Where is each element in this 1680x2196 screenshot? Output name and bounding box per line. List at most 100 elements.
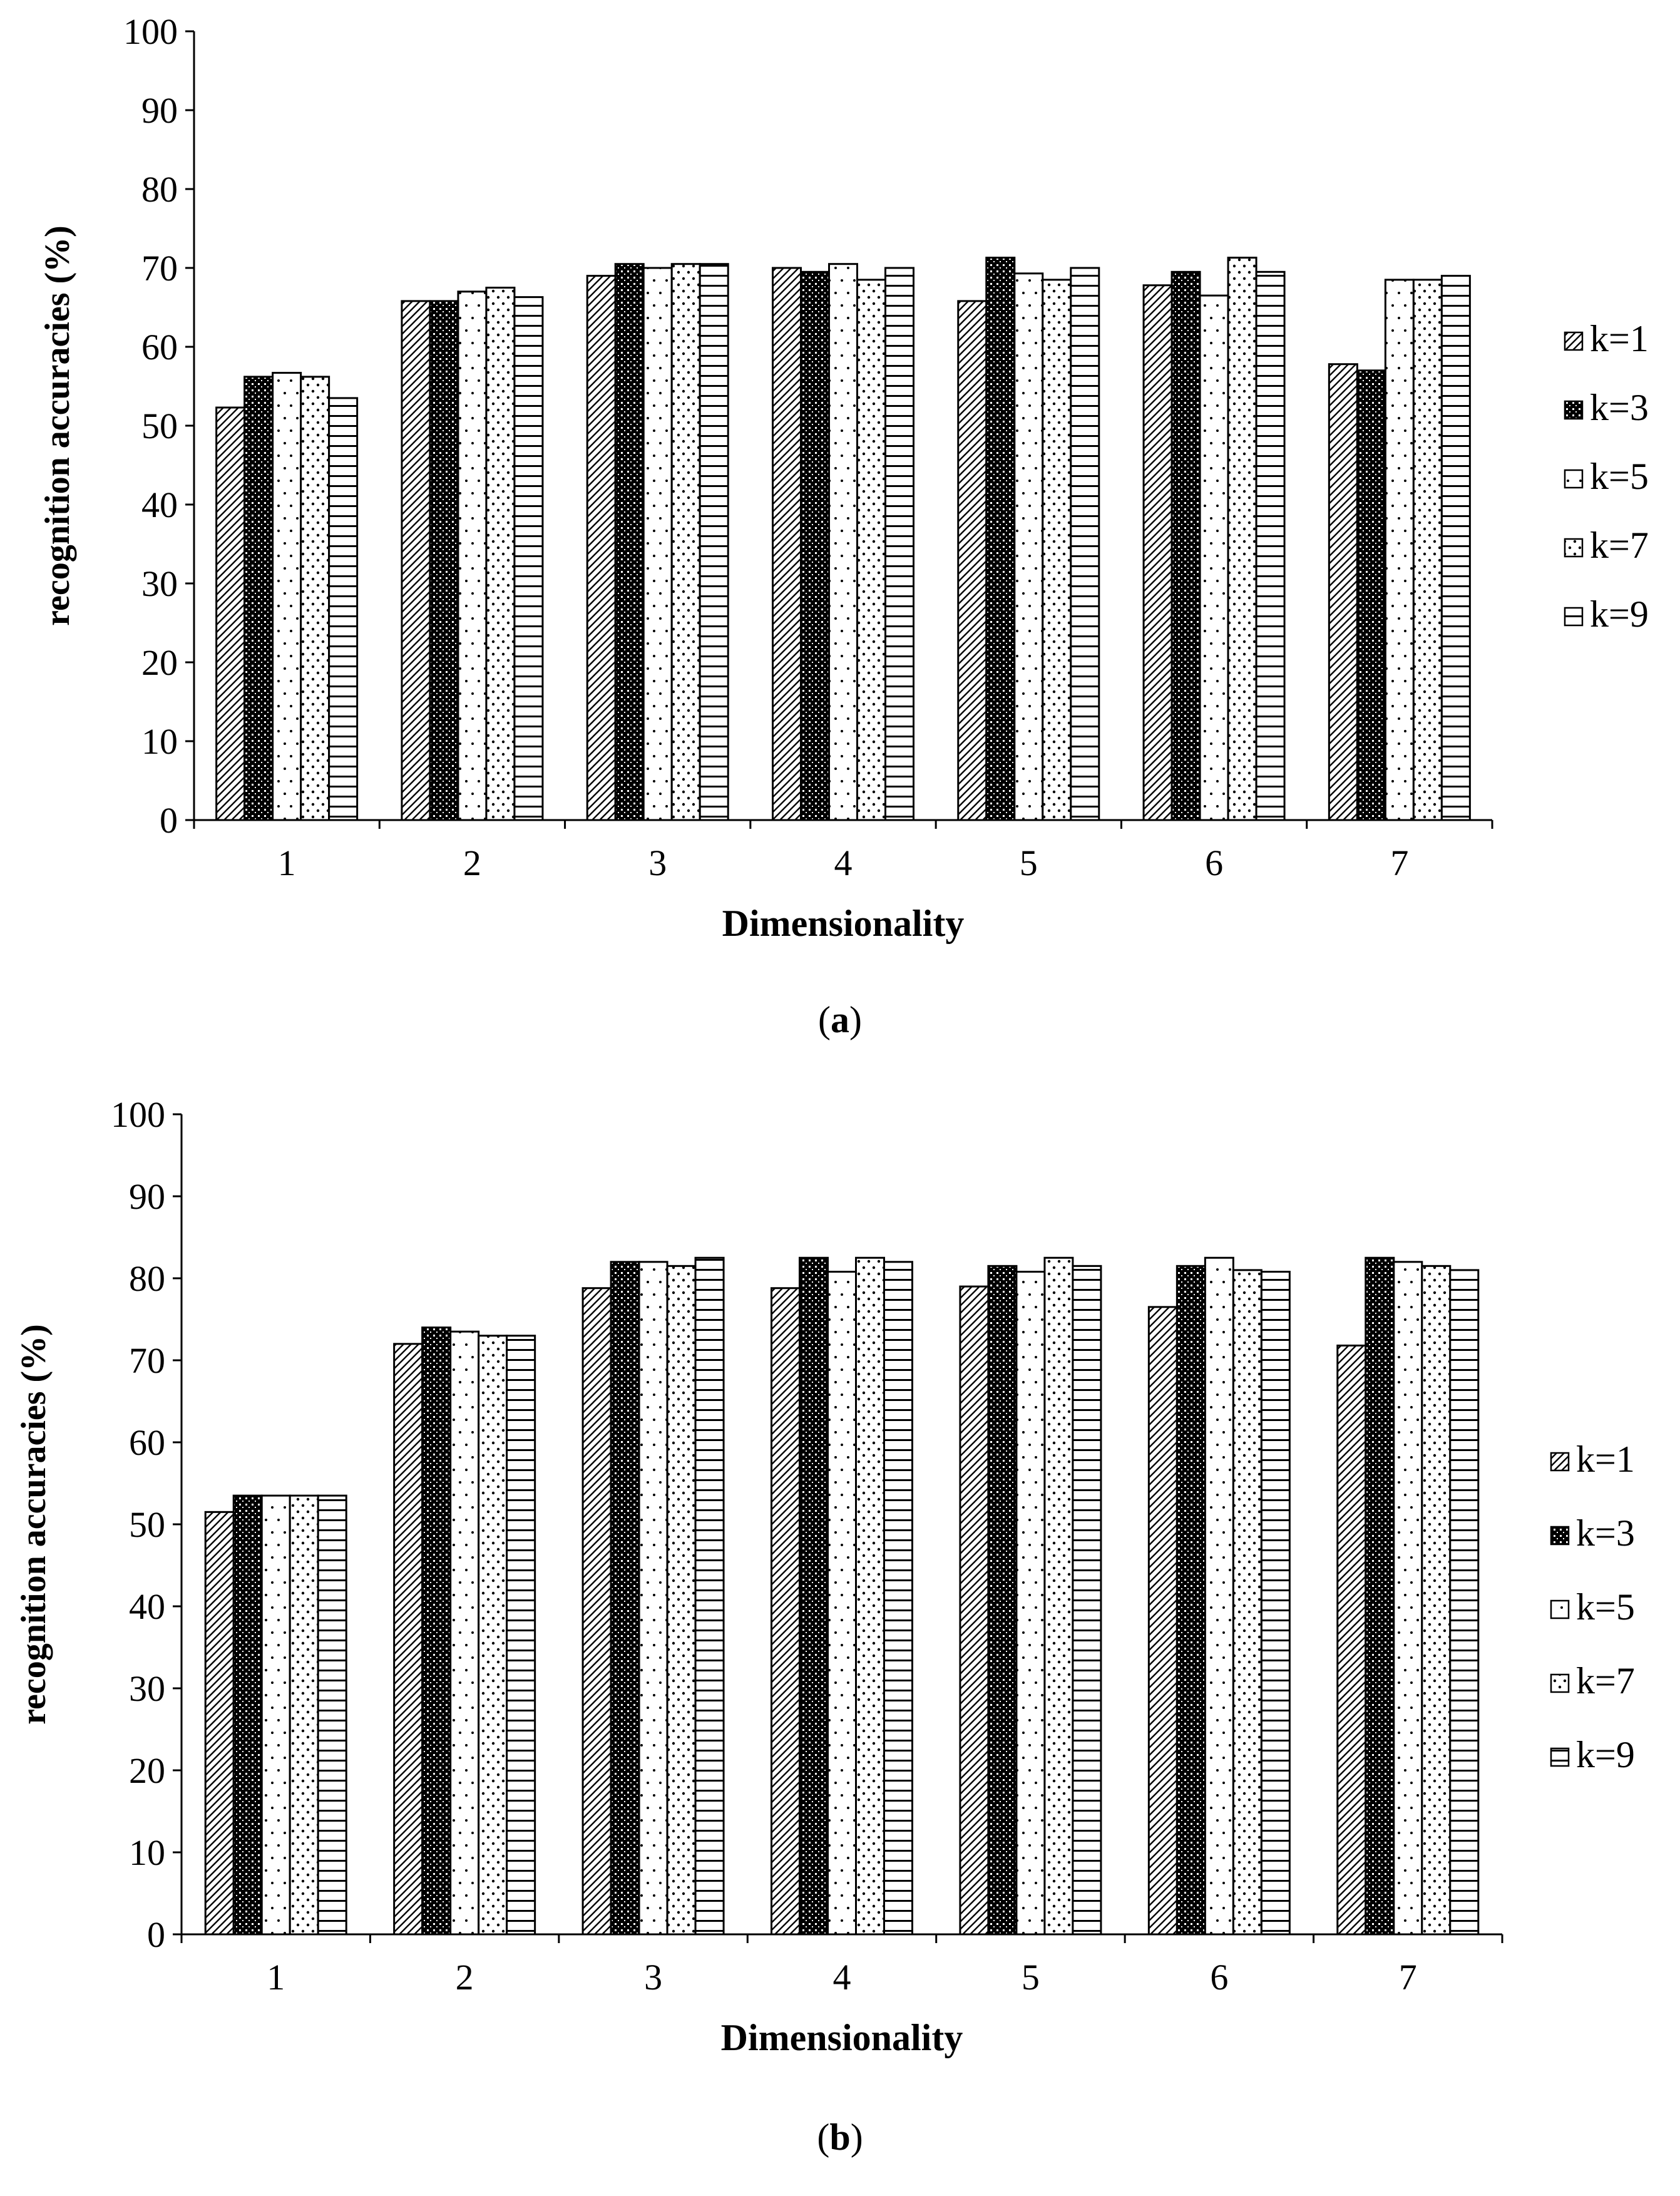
bar-k3-dim2 <box>421 1326 452 1936</box>
bar-k1-dim6 <box>1142 284 1173 821</box>
bar-k1-dim7 <box>1328 363 1358 821</box>
legend-swatch-k9 <box>1550 1747 1570 1767</box>
legend-label-k7: k=7 <box>1590 525 1649 566</box>
x-tick-label: 7 <box>1390 843 1408 883</box>
x-tick-label: 4 <box>834 843 853 883</box>
bar-k9-dim1 <box>317 1494 347 1936</box>
x-tick-label: 3 <box>648 843 667 883</box>
y-tick-label: 60 <box>141 327 178 367</box>
bar-k9-dim4 <box>883 1261 913 1936</box>
legend-swatch-k5 <box>1550 1599 1570 1619</box>
legend-swatch-k1 <box>1550 1452 1570 1472</box>
x-tick-label: 1 <box>278 843 296 883</box>
y-tick-label: 20 <box>141 642 178 683</box>
legend-swatch-k3 <box>1564 400 1584 420</box>
bar-k5-dim3 <box>642 267 673 821</box>
legend-label-k9: k=9 <box>1576 1734 1635 1775</box>
legend-swatch-k7 <box>1550 1673 1570 1693</box>
y-tick-label: 10 <box>141 721 178 762</box>
bar-k5-dim4 <box>828 263 858 821</box>
x-tick-label: 3 <box>644 1957 662 1998</box>
bar-k5-dim6 <box>1199 294 1229 821</box>
bar-k5-dim1 <box>260 1494 291 1936</box>
y-tick-label: 0 <box>147 1914 165 1955</box>
bar-k3-dim1 <box>232 1494 263 1936</box>
bar-k9-dim6 <box>1255 270 1286 821</box>
bar-k7-dim2 <box>485 287 516 821</box>
x-axis-title: Dimensionality <box>721 2017 963 2058</box>
bar-k7-dim2 <box>478 1335 508 1936</box>
bar-k5-dim5 <box>1013 272 1044 821</box>
y-tick-label: 20 <box>129 1750 165 1791</box>
x-tick-label: 4 <box>833 1957 851 1998</box>
bar-k5-dim1 <box>272 372 302 821</box>
chart-panel-a: 0 10 20 30 40 50 60 70 80 90 100 1 2 3 4 5 6 7 Dimensional… <box>0 0 1680 1064</box>
y-tick-label: 60 <box>129 1422 165 1463</box>
legend-label-k1: k=1 <box>1576 1439 1635 1480</box>
bar-k9-dim2 <box>506 1335 536 1936</box>
bar-k3-dim4 <box>800 270 830 821</box>
bar-k7-dim3 <box>670 263 701 821</box>
bar-k3-dim6 <box>1170 270 1201 821</box>
bar-k9-dim7 <box>1440 275 1471 821</box>
legend-label-k5: k=5 <box>1590 456 1649 497</box>
legend-label-k1: k=1 <box>1590 318 1649 359</box>
x-tick-label: 5 <box>1022 1957 1040 1998</box>
x-tick-label: 6 <box>1205 843 1223 883</box>
bar-k9-dim6 <box>1260 1271 1291 1936</box>
legend-swatch-k7 <box>1564 538 1584 558</box>
legend-label-k9: k=9 <box>1590 593 1649 635</box>
bar-k9-dim5 <box>1072 1265 1102 1936</box>
bar-k1-dim2 <box>401 300 431 821</box>
bar-k7-dim1 <box>300 376 330 821</box>
bar-k5-dim5 <box>1015 1271 1046 1936</box>
bar-k9-dim5 <box>1070 267 1100 821</box>
bar-k3-dim6 <box>1175 1265 1206 1936</box>
y-tick-label: 100 <box>123 11 178 52</box>
bar-k3-dim7 <box>1365 1256 1395 1936</box>
bar-k7-dim7 <box>1421 1265 1452 1936</box>
legend-swatch-k9 <box>1564 607 1584 627</box>
bar-k5-dim7 <box>1384 279 1415 821</box>
y-tick-label: 40 <box>141 485 178 525</box>
chart-panel-b: 0 10 20 30 40 50 60 70 80 90 100 1 2 3 4 5 6 7 Dimensional… <box>0 1064 1680 2196</box>
x-tick-label: 1 <box>267 1957 285 1998</box>
x-tick-label: 2 <box>463 843 481 883</box>
y-tick-label: 10 <box>129 1832 165 1873</box>
y-tick-label: 70 <box>141 248 178 289</box>
y-axis-title: recognition accuracies (%) <box>14 1324 53 1725</box>
legend-label-k3: k=3 <box>1590 387 1649 428</box>
bar-k9-dim4 <box>884 267 914 821</box>
bar-k5-dim2 <box>457 290 488 821</box>
bar-k1-dim6 <box>1147 1306 1178 1936</box>
bar-k7-dim1 <box>289 1494 319 1936</box>
bar-chart-b: 0 10 20 30 40 50 60 70 80 90 100 1 2 3 4 5 6 7 Dimensional… <box>14 1094 1635 2058</box>
x-tick-label: 7 <box>1399 1957 1417 1998</box>
bar-k1-dim3 <box>581 1287 612 1936</box>
bar-k7-dim7 <box>1412 279 1443 821</box>
bar-k1-dim7 <box>1336 1344 1367 1936</box>
legend-label-k3: k=3 <box>1576 1512 1635 1554</box>
y-tick-label: 50 <box>141 406 178 446</box>
legend-swatch-k5 <box>1564 469 1584 489</box>
bar-k3-dim7 <box>1356 369 1386 821</box>
bar-k7-dim5 <box>1042 279 1072 821</box>
bar-k3-dim3 <box>610 1261 640 1936</box>
y-tick-label: 100 <box>111 1094 165 1135</box>
y-tick-label: 90 <box>141 90 178 131</box>
bar-k1-dim4 <box>772 267 802 821</box>
bar-k1-dim1 <box>204 1511 235 1936</box>
bar-k7-dim4 <box>855 1256 885 1936</box>
bar-k1-dim5 <box>959 1285 990 1936</box>
bar-k5-dim7 <box>1393 1261 1423 1936</box>
y-tick-label: 0 <box>160 800 178 841</box>
bar-chart-a: 0 10 20 30 40 50 60 70 80 90 100 1 2 3 4 5 6 7 Dimensional… <box>38 11 1649 944</box>
y-tick-label: 30 <box>141 563 178 604</box>
bar-k7-dim6 <box>1227 257 1257 821</box>
bar-k1-dim3 <box>586 275 617 821</box>
bar-k7-dim6 <box>1232 1269 1263 1936</box>
bar-k9-dim3 <box>699 263 729 821</box>
y-tick-label: 80 <box>129 1258 165 1299</box>
legend-swatch-k3 <box>1550 1526 1570 1546</box>
legend-label-k7: k=7 <box>1576 1660 1635 1701</box>
